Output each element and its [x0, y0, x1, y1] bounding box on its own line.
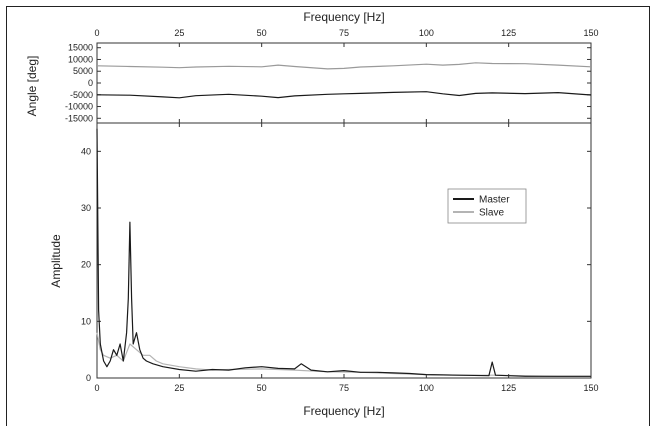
amplitude-slave-line — [96, 332, 591, 377]
amplitude-x-tick-label: 50 — [257, 383, 267, 393]
phase-y-tick-label: 5000 — [73, 66, 93, 76]
phase-y-tick-label: -15000 — [65, 113, 93, 123]
amplitude-y-tick-label: 30 — [81, 203, 91, 213]
amplitude-x-tick-label: 75 — [339, 383, 349, 393]
legend-box — [447, 188, 527, 224]
legend-label: Master — [479, 195, 510, 206]
amplitude-y-tick-label: 40 — [81, 146, 91, 156]
amplitude-x-tick-label: 100 — [419, 383, 434, 393]
amplitude-x-tick-label: 150 — [583, 383, 598, 393]
phase-plot-area — [96, 42, 592, 124]
amplitude-master-line — [96, 128, 591, 377]
phase-y-axis-title: Angle [deg] — [25, 56, 39, 117]
phase-x-tick-label: 75 — [339, 28, 349, 38]
phase-x-axis-title: Frequency [Hz] — [303, 10, 384, 24]
phase-x-tick-label: 50 — [257, 28, 267, 38]
phase-x-tick-label: 25 — [174, 28, 184, 38]
phase-x-tick-label: 100 — [419, 28, 434, 38]
amplitude-plot-area — [96, 122, 592, 379]
amplitude-x-tick-label: 125 — [501, 383, 516, 393]
amplitude-x-tick-label: 0 — [94, 383, 99, 393]
phase-y-tick-label: 15000 — [68, 43, 93, 53]
amplitude-y-tick-label: 10 — [81, 316, 91, 326]
legend-label: Slave — [479, 208, 504, 219]
figure-frame — [6, 6, 650, 426]
amplitude-y-axis-title: Amplitude — [49, 234, 63, 288]
phase-x-tick-label: 150 — [583, 28, 598, 38]
phase-y-tick-label: -5000 — [70, 90, 93, 100]
amplitude-x-tick-label: 25 — [174, 383, 184, 393]
phase-master-line — [96, 91, 592, 99]
phase-y-tick-label: -10000 — [65, 102, 93, 112]
amplitude-x-axis-title: Frequency [Hz] — [303, 404, 384, 418]
amplitude-y-tick-label: 0 — [86, 373, 91, 383]
amplitude-y-tick-label: 20 — [81, 260, 91, 270]
phase-y-tick-label: 10000 — [68, 54, 93, 64]
phase-slave-line — [96, 62, 592, 70]
phase-y-tick-label: 0 — [88, 78, 93, 88]
phase-x-tick-label: 0 — [94, 28, 99, 38]
phase-x-tick-label: 125 — [501, 28, 516, 38]
